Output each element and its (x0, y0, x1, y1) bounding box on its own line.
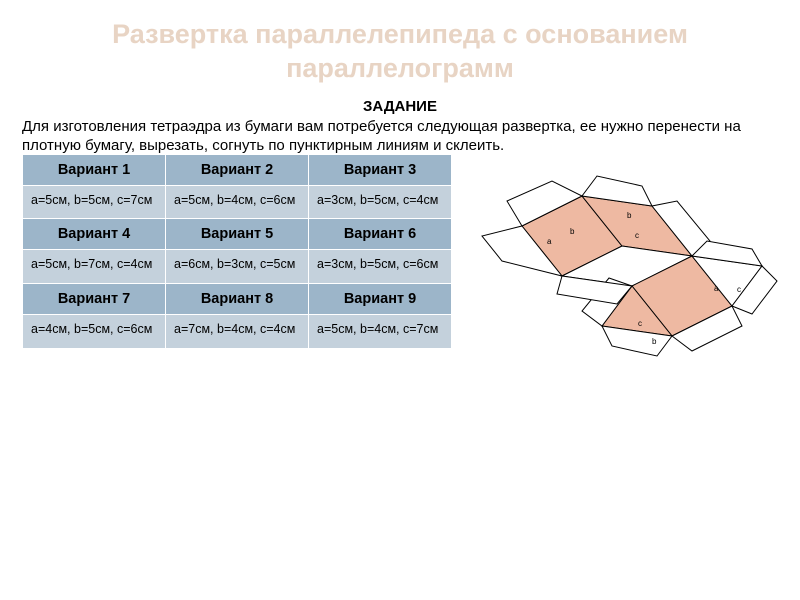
variant-data-cell: a=5см, b=4см, c=7см (309, 315, 452, 349)
page-title: Развертка параллелепипеда с основанием п… (0, 0, 800, 96)
variant-data-cell: a=3см, b=5см, c=6см (309, 250, 452, 284)
variant-header-cell: Вариант 2 (166, 154, 309, 185)
variant-header-row: Вариант 7Вариант 8Вариант 9 (23, 284, 452, 315)
variant-data-row: a=5см, b=7см, c=4смa=6см, b=3см, c=5смa=… (23, 250, 452, 284)
net-dimension-label: c (737, 285, 741, 294)
variant-header-cell: Вариант 9 (309, 284, 452, 315)
variant-data-cell: a=5см, b=7см, c=4см (23, 250, 166, 284)
content-area: Вариант 1Вариант 2Вариант 3a=5см, b=5см,… (0, 154, 800, 414)
net-dimension-label: c (638, 319, 642, 328)
net-dimension-label: b (627, 211, 632, 220)
variant-data-row: a=4см, b=5см, c=6смa=7см, b=4см, c=4смa=… (23, 315, 452, 349)
variant-header-cell: Вариант 8 (166, 284, 309, 315)
net-dimension-label: a (547, 237, 552, 246)
net-dimension-label: a (714, 284, 719, 293)
variant-data-cell: a=4см, b=5см, c=6см (23, 315, 166, 349)
task-subtitle: ЗАДАНИЕ (0, 98, 800, 115)
variant-header-row: Вариант 1Вариант 2Вариант 3 (23, 154, 452, 185)
variants-table: Вариант 1Вариант 2Вариант 3a=5см, b=5см,… (22, 154, 452, 350)
variant-data-cell: a=6см, b=3см, c=5см (166, 250, 309, 284)
variant-data-row: a=5см, b=5см, c=7смa=5см, b=4см, c=6смa=… (23, 185, 452, 219)
variant-header-cell: Вариант 5 (166, 219, 309, 250)
variant-header-cell: Вариант 3 (309, 154, 452, 185)
variant-header-row: Вариант 4Вариант 5Вариант 6 (23, 219, 452, 250)
net-dimension-label: b (570, 227, 575, 236)
variant-data-cell: a=5см, b=4см, c=6см (166, 185, 309, 219)
net-diagram: a b b c a c c b (462, 154, 778, 414)
net-dimension-label: b (652, 337, 657, 346)
variant-header-cell: Вариант 1 (23, 154, 166, 185)
variant-header-cell: Вариант 7 (23, 284, 166, 315)
variant-data-cell: a=5см, b=5см, c=7см (23, 185, 166, 219)
variant-data-cell: a=3см, b=5см, c=4см (309, 185, 452, 219)
variant-header-cell: Вариант 4 (23, 219, 166, 250)
net-dimension-label: c (635, 231, 639, 240)
variant-data-cell: a=7см, b=4см, c=4см (166, 315, 309, 349)
variant-header-cell: Вариант 6 (309, 219, 452, 250)
